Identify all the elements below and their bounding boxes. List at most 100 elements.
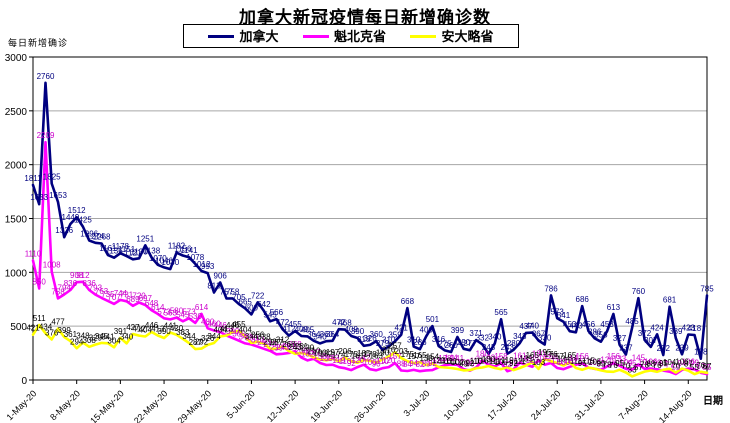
- point-label-ontario: 391: [114, 327, 128, 336]
- point-label-ontario: 197: [326, 348, 340, 357]
- point-label-ontario: 190: [376, 349, 390, 358]
- point-label-canada: 1121: [124, 248, 142, 257]
- point-label-quebec: 141: [451, 354, 465, 363]
- point-label-quebec: 197: [307, 348, 321, 357]
- point-label-ontario: 390: [157, 327, 171, 336]
- point-label-quebec: 106: [682, 358, 696, 367]
- point-label-canada: 545: [263, 310, 277, 319]
- point-label-quebec: 95: [596, 359, 605, 368]
- point-label-ontario: 434: [39, 322, 53, 331]
- y-tick-label: 1500: [5, 215, 28, 226]
- point-label-quebec: 563: [164, 308, 178, 317]
- x-tick-label: 7-Aug-20: [617, 388, 650, 421]
- point-label-quebec: 330: [245, 334, 259, 343]
- point-label-canada: 1512: [68, 206, 86, 215]
- point-label-ontario: 70: [671, 362, 680, 371]
- point-label-quebec: 104: [638, 358, 652, 367]
- point-label-quebec: 836: [64, 279, 78, 288]
- point-label-canada: 668: [401, 297, 415, 306]
- point-label-canada: 1161: [99, 244, 117, 253]
- point-label-ontario: 134: [557, 355, 571, 364]
- point-label-quebec: 156: [576, 352, 590, 361]
- point-label-canada: 613: [607, 303, 621, 312]
- point-label-canada: 1326: [55, 226, 73, 235]
- point-label-ontario: 111: [570, 357, 583, 366]
- point-label-canada: 332: [476, 333, 490, 342]
- point-label-canada: 371: [469, 329, 483, 338]
- point-label-quebec: 92: [428, 359, 437, 368]
- point-label-ontario: 92: [465, 359, 474, 368]
- point-label-ontario: 165: [526, 351, 540, 360]
- point-label-ontario: 105: [588, 358, 602, 367]
- quebec-line-swatch-icon: [302, 34, 329, 38]
- point-label-ontario: 87: [684, 360, 693, 369]
- point-label-ontario: 182: [320, 349, 334, 358]
- legend-label-ontario: 安大略省: [441, 28, 494, 44]
- point-label-quebec: 697: [139, 294, 153, 303]
- point-label-ontario: 356: [251, 331, 265, 340]
- point-label-canada: 455: [288, 320, 302, 329]
- point-label-ontario: 344: [182, 332, 196, 341]
- point-label-quebec: 614: [151, 303, 165, 312]
- point-label-quebec: 156: [607, 352, 621, 361]
- point-label-quebec: 115: [582, 357, 595, 366]
- point-label-quebec: 689: [126, 295, 140, 304]
- point-label-quebec: 92: [347, 359, 356, 368]
- point-label-quebec: 89: [422, 359, 431, 368]
- point-label-ontario: 100: [494, 358, 508, 367]
- point-label-quebec: 55: [703, 363, 712, 372]
- point-label-quebec: 793: [89, 284, 103, 293]
- point-label-quebec: 142: [538, 354, 552, 363]
- series-line-ontario: [31, 323, 709, 378]
- point-label-ontario: 344: [245, 332, 259, 341]
- point-label-ontario: 163: [370, 352, 384, 361]
- point-label-quebec: 758: [51, 287, 65, 296]
- point-label-canada: 406: [420, 325, 434, 334]
- point-label-canada: 758: [226, 287, 240, 296]
- point-label-canada: 412: [282, 325, 296, 334]
- point-label-quebec: 145: [632, 353, 646, 362]
- point-label-ontario: 404: [239, 326, 253, 335]
- x-tick-label: 3-Jul-20: [402, 388, 432, 418]
- point-label-quebec: 95: [628, 359, 637, 368]
- point-label-quebec: 161: [513, 352, 527, 361]
- point-label-canada: 722: [251, 291, 265, 300]
- chart-title: 加拿大新冠疫情每日新增确诊数: [239, 8, 491, 27]
- point-label-quebec: 123: [563, 356, 577, 365]
- point-label-quebec: 2209: [37, 131, 55, 140]
- point-label-canada: 609: [245, 303, 259, 312]
- point-label-canada: 453: [563, 320, 577, 329]
- point-label-canada: 437: [519, 322, 533, 331]
- point-label-ontario: 89: [596, 359, 605, 368]
- point-label-ontario: 511: [33, 314, 46, 323]
- point-label-canada: 340: [488, 332, 502, 341]
- point-label-canada: 372: [638, 329, 652, 338]
- point-label-quebec: 251: [282, 342, 296, 351]
- point-label-quebec: 110: [339, 357, 352, 366]
- point-label-ontario: 412: [132, 325, 146, 334]
- y-tick-label: 1000: [5, 268, 28, 279]
- point-label-canada: 440: [526, 322, 540, 331]
- point-label-ontario: 326: [201, 334, 215, 343]
- point-label-ontario: 33: [628, 365, 637, 374]
- point-label-canada: 642: [257, 300, 271, 309]
- point-label-ontario: 157: [407, 352, 421, 361]
- x-tick-label: 14-Aug-20: [657, 388, 694, 423]
- point-label-canada: 307: [644, 336, 658, 345]
- point-label-quebec: 100: [457, 358, 471, 367]
- point-label-canada: 906: [214, 272, 228, 281]
- y-tick-label: 2500: [5, 107, 28, 118]
- point-label-quebec: 530: [189, 312, 203, 321]
- point-label-ontario: 70: [621, 362, 630, 371]
- point-label-canada: 573: [551, 307, 565, 316]
- point-label-ontario: 161: [351, 352, 365, 361]
- point-label-canada: 343: [513, 332, 527, 341]
- point-label-canada: 485: [625, 317, 639, 326]
- point-label-canada: 760: [632, 287, 646, 296]
- point-label-ontario: 78: [640, 361, 649, 370]
- point-label-quebec: 82: [415, 360, 424, 369]
- point-label-ontario: 413: [151, 325, 165, 334]
- point-label-canada: 243: [482, 343, 496, 352]
- point-label-quebec: 390: [226, 327, 240, 336]
- point-label-canada: 1156: [174, 245, 192, 254]
